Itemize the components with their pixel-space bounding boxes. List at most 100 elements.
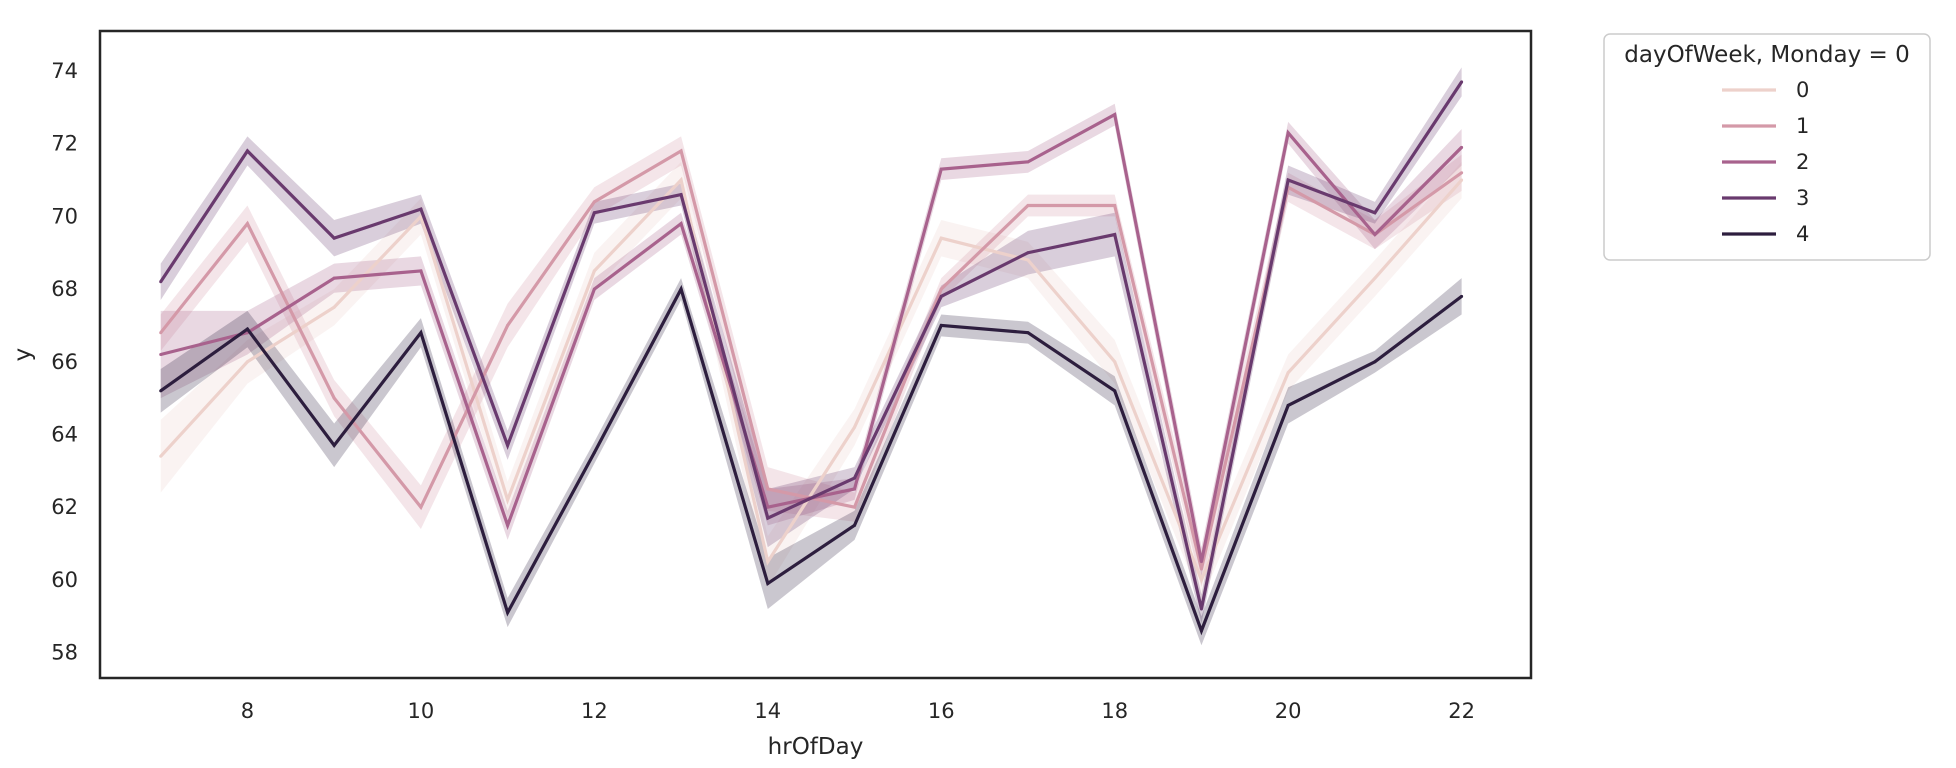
data-point [939, 294, 943, 298]
legend-title: dayOfWeek, Monday = 0 [1624, 42, 1909, 68]
data-point [245, 149, 249, 153]
data-point [1199, 578, 1203, 582]
data-point [766, 487, 770, 491]
data-point [159, 331, 163, 335]
data-point [1460, 145, 1464, 149]
x-tick-label: 14 [754, 699, 781, 723]
x-axis-label: hrOfDay [768, 734, 864, 760]
x-axis-ticks: 8 10 12 14 16 18 20 22 [241, 699, 1475, 723]
data-point [679, 149, 683, 153]
data-point [592, 211, 596, 215]
data-point [1373, 211, 1377, 215]
data-point [1286, 371, 1290, 375]
y-tick-label: 70 [51, 204, 78, 228]
data-point [1113, 233, 1117, 237]
y-tick-label: 58 [51, 641, 78, 665]
data-point [1026, 251, 1030, 255]
data-point [1199, 629, 1203, 633]
legend-label: 2 [1796, 150, 1809, 174]
data-point [159, 280, 163, 284]
x-tick-label: 12 [581, 699, 608, 723]
data-point [679, 287, 683, 291]
data-point [419, 269, 423, 273]
ci-band-1 [160, 136, 1462, 588]
data-point [159, 454, 163, 458]
data-point [506, 611, 510, 615]
series-line-0 [159, 176, 1463, 585]
legend-label: 1 [1796, 114, 1809, 138]
ci-band-0 [160, 161, 1462, 602]
legend-box [1603, 33, 1931, 261]
data-point [1373, 276, 1377, 280]
data-point [766, 505, 770, 509]
y-tick-label: 74 [51, 59, 78, 83]
data-point [159, 389, 163, 393]
data-point [1460, 80, 1464, 84]
y-tick-label: 66 [51, 350, 78, 374]
data-point [939, 236, 943, 240]
y-tick-label: 64 [51, 422, 78, 446]
data-point [1113, 360, 1117, 364]
data-point [1113, 389, 1117, 393]
data-point [1026, 203, 1030, 207]
series-line-3 [159, 81, 1463, 610]
data-point [766, 560, 770, 564]
x-tick-label: 16 [928, 699, 955, 723]
y-tick-label: 62 [51, 495, 78, 519]
legend: dayOfWeek, Monday = 0 0 1 2 3 4 [1603, 33, 1931, 261]
y-tick-label: 68 [51, 277, 78, 301]
x-tick-label: 18 [1101, 699, 1128, 723]
data-point [592, 287, 596, 291]
data-point [679, 222, 683, 226]
data-point [332, 236, 336, 240]
y-axis-ticks: 58 60 62 64 66 68 70 72 74 [51, 59, 78, 665]
data-point [853, 476, 857, 480]
data-point [853, 425, 857, 429]
confidence-bands [160, 67, 1462, 646]
y-axis-label: y [10, 348, 36, 362]
data-point [1460, 171, 1464, 175]
y-tick-label: 60 [51, 568, 78, 592]
data-point [592, 200, 596, 204]
data-point [939, 287, 943, 291]
data-point [592, 269, 596, 273]
legend-items: 0 1 2 3 4 [1722, 78, 1809, 246]
legend-label: 3 [1796, 186, 1809, 210]
data-point [1373, 233, 1377, 237]
data-point [419, 331, 423, 335]
data-point [332, 276, 336, 280]
data-point [245, 360, 249, 364]
data-point [332, 396, 336, 400]
data-point [1026, 331, 1030, 335]
data-point [592, 451, 596, 455]
series-lines [159, 80, 1464, 636]
x-tick-label: 20 [1275, 699, 1302, 723]
data-point [245, 222, 249, 226]
data-point [679, 178, 683, 182]
data-point [245, 327, 249, 331]
y-tick-label: 72 [51, 132, 78, 156]
data-point [506, 323, 510, 327]
data-point [1460, 294, 1464, 298]
data-point [853, 505, 857, 509]
data-point [1199, 607, 1203, 611]
data-point [679, 193, 683, 197]
data-point [332, 305, 336, 309]
data-point [1286, 403, 1290, 407]
plot-frame [98, 29, 1533, 680]
data-point [1286, 131, 1290, 135]
x-tick-label: 8 [241, 699, 254, 723]
data-point [506, 443, 510, 447]
legend-label: 0 [1796, 78, 1809, 102]
data-point [766, 581, 770, 585]
data-point [1113, 203, 1117, 207]
data-point [1460, 178, 1464, 182]
data-point [506, 523, 510, 527]
data-point [1113, 113, 1117, 117]
x-tick-label: 10 [408, 699, 435, 723]
data-point [1026, 258, 1030, 262]
data-point [506, 498, 510, 502]
x-tick-label: 22 [1448, 699, 1475, 723]
ci-band-4 [160, 278, 1462, 646]
